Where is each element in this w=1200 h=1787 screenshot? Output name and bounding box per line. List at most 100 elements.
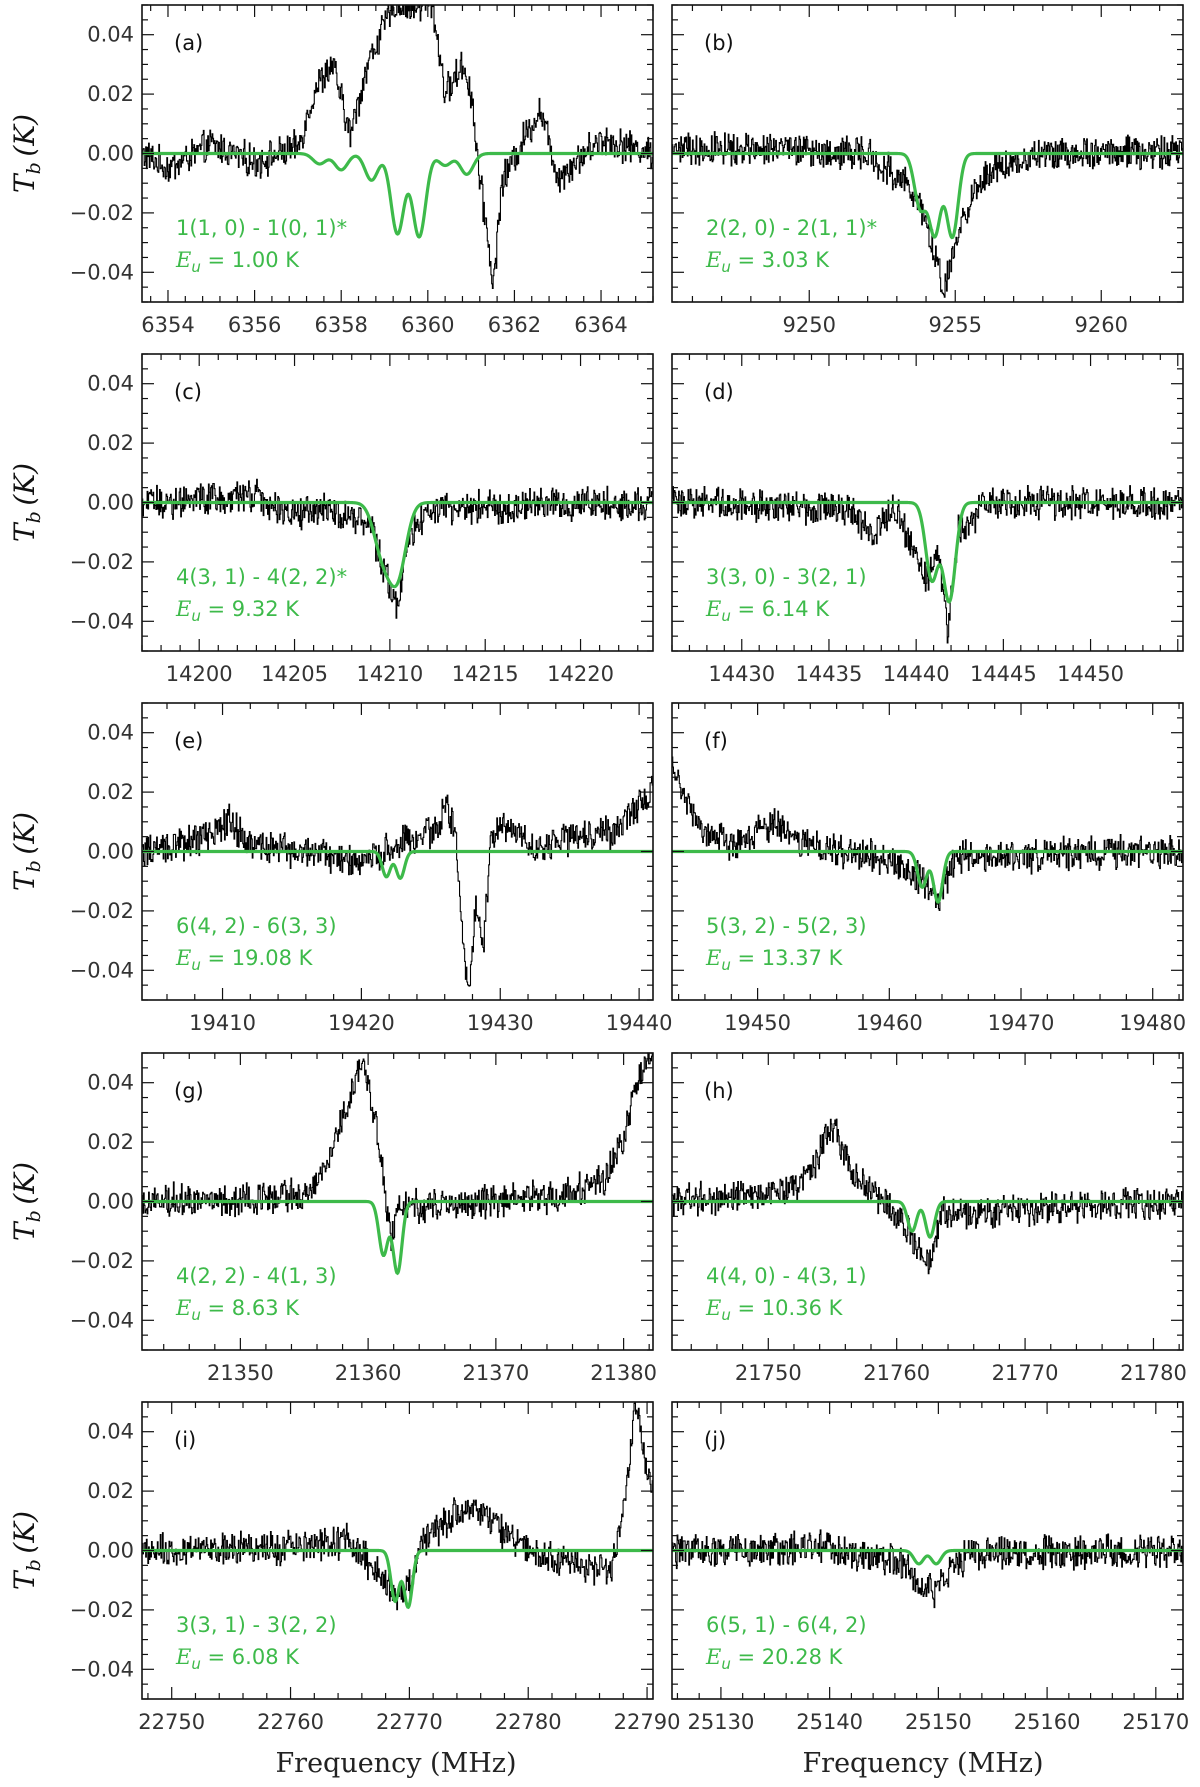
x-tick-label: 22780 [495,1710,562,1734]
upper-energy-label: Eu = 6.08 K [175,1645,300,1673]
x-tick-label: 9250 [783,313,836,337]
y-axis-label: Tb (K) [8,1511,45,1590]
y-tick-label: 0.04 [87,721,134,745]
upper-energy-label: Eu = 9.32 K [175,597,300,625]
panel-label: (d) [704,380,734,404]
y-tick-label: −0.02 [70,1598,134,1622]
x-tick-label: 14435 [796,662,863,686]
y-tick-label: −0.04 [70,1308,134,1332]
y-tick-label: −0.04 [70,1657,134,1681]
upper-energy-label: Eu = 19.08 K [175,946,314,974]
x-tick-label: 22790 [614,1710,681,1734]
transition-label: 3(3, 1) - 3(2, 2) [176,1613,337,1637]
upper-energy-label: Eu = 8.63 K [175,1296,300,1324]
x-tick-label: 21750 [735,1361,802,1385]
model-fit-line [142,500,653,589]
panel-label: (g) [174,1079,204,1103]
panel-d: 14430 14435 14440 14445 14450 (d) 3(3, 0) - 3(… [671,353,1184,686]
panels-grid: −0.04 −0.02 0.00 0.02 0.04 Tb (K) 6354 6356 6358… [8,4,1189,1734]
model-fit-line [672,151,1183,240]
model-fit-line [142,151,653,239]
x-tick-label: 22760 [257,1710,324,1734]
panel-h: 21750 21760 21770 21780 (h) 4(4, 0) - 4(3, 1)… [671,1052,1187,1385]
model-fit-line [672,1548,1183,1566]
y-tick-label: −0.04 [70,260,134,284]
panel-label: (b) [704,31,734,55]
y-tick-label: 0.00 [87,142,134,166]
x-axis-label-right: Frequency (MHz) [802,1748,1043,1779]
model-fit-line [672,500,1183,604]
x-tick-label: 21360 [335,1361,402,1385]
observed-spectrum-line [142,478,653,619]
observed-spectrum-line [142,775,653,987]
panel-label: (h) [704,1079,734,1103]
model-fit-line [142,849,653,881]
x-tick-label: 19430 [467,1011,534,1035]
transition-label: 4(4, 0) - 4(3, 1) [706,1264,867,1288]
panel-a: −0.04 −0.02 0.00 0.02 0.04 Tb (K) 6354 6356 6358… [8,4,654,337]
x-tick-label: 6358 [314,313,367,337]
panel-c: −0.04 −0.02 0.00 0.02 0.04 Tb (K) 14200 14205 14… [8,353,654,686]
panel-j: 25130 25140 25150 25160 25170 (j) 6(5, 1) - 6(… [671,1401,1189,1734]
x-tick-label: 14200 [166,662,233,686]
x-tick-label: 14430 [708,662,775,686]
model-fit-line [672,849,1183,904]
upper-energy-label: Eu = 3.03 K [705,248,830,276]
upper-energy-label: Eu = 10.36 K [705,1296,844,1324]
upper-energy-label: Eu = 1.00 K [175,248,300,276]
x-tick-label: 6362 [488,313,541,337]
panel-g: −0.04 −0.02 0.00 0.02 0.04 Tb (K) 21350 21360 21… [8,1052,657,1385]
observed-spectrum-line [142,1402,653,1611]
y-tick-label: 0.00 [87,1190,134,1214]
y-tick-label: 0.02 [87,1130,134,1154]
x-tick-label: 21350 [207,1361,274,1385]
panel-label: (f) [704,729,728,753]
x-tick-label: 21770 [992,1361,1059,1385]
y-tick-label: 0.04 [87,1071,134,1095]
y-tick-label: 0.04 [87,372,134,396]
y-tick-label: −0.02 [70,550,134,574]
x-tick-label: 6356 [228,313,281,337]
x-tick-label: 19450 [724,1011,791,1035]
y-tick-label: 0.04 [87,1420,134,1444]
x-tick-label: 21780 [1120,1361,1187,1385]
transition-label: 1(1, 0) - 1(0, 1)* [176,216,347,240]
model-fit-line [672,1199,1183,1239]
x-tick-label: 19410 [189,1011,256,1035]
x-tick-label: 19420 [328,1011,395,1035]
panel-label: (i) [174,1428,196,1452]
x-tick-label: 25170 [1122,1710,1189,1734]
y-tick-label: −0.04 [70,609,134,633]
y-tick-label: 0.02 [87,780,134,804]
y-tick-label: −0.04 [70,958,134,982]
panel-e: −0.04 −0.02 0.00 0.02 0.04 Tb (K) 19410 19420 19… [8,702,673,1035]
x-tick-label: 6360 [401,313,454,337]
observed-spectrum-line [672,1529,1183,1609]
panel-label: (e) [174,729,203,753]
x-tick-label: 19470 [988,1011,1055,1035]
y-axis-label: Tb (K) [8,114,45,193]
panel-f: 19450 19460 19470 19480 (f) 5(3, 2) - 5(2, 3)… [671,702,1186,1035]
panel-i: −0.04 −0.02 0.00 0.02 0.04 Tb (K) 22750 22760 22… [8,1401,680,1734]
observed-spectrum-line [672,131,1183,298]
y-axis-label: Tb (K) [8,463,45,542]
transition-label: 3(3, 0) - 3(2, 1) [706,565,867,589]
transition-label: 4(3, 1) - 4(2, 2)* [176,565,347,589]
y-tick-label: −0.02 [70,201,134,225]
x-tick-label: 25150 [905,1710,972,1734]
upper-energy-label: Eu = 20.28 K [705,1645,844,1673]
x-tick-label: 14445 [970,662,1037,686]
x-tick-label: 19480 [1119,1011,1186,1035]
model-fit-line [142,1548,653,1610]
x-tick-label: 14205 [261,662,328,686]
y-tick-label: 0.02 [87,1479,134,1503]
upper-energy-label: Eu = 13.37 K [705,946,844,974]
x-tick-label: 6364 [574,313,627,337]
y-tick-label: 0.02 [87,82,134,106]
x-tick-label: 21370 [462,1361,529,1385]
y-tick-label: 0.02 [87,431,134,455]
observed-spectrum-line [142,5,653,289]
x-tick-label: 25130 [688,1710,755,1734]
x-tick-label: 22770 [376,1710,443,1734]
transition-label: 2(2, 0) - 2(1, 1)* [706,216,877,240]
